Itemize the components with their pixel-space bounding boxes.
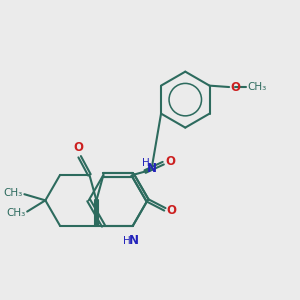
Text: CH₃: CH₃ <box>7 208 26 218</box>
Text: CH₃: CH₃ <box>4 188 23 198</box>
Text: CH₃: CH₃ <box>247 82 266 92</box>
Text: N: N <box>129 234 139 247</box>
Text: H: H <box>142 158 149 168</box>
Text: O: O <box>167 204 177 217</box>
Text: H: H <box>123 236 130 247</box>
Text: O: O <box>165 155 175 168</box>
Text: O: O <box>230 80 241 94</box>
Text: O: O <box>73 141 83 154</box>
Text: N: N <box>147 162 157 175</box>
